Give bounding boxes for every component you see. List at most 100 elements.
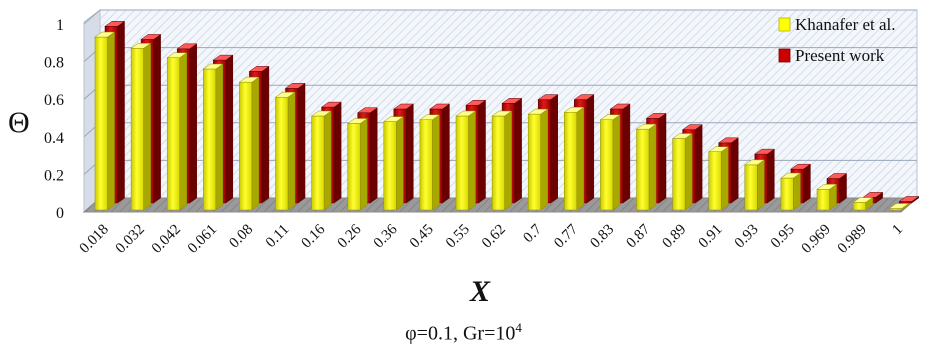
bar-top (573, 94, 595, 100)
x-tick-label: 0.032 (113, 222, 148, 257)
bar-khanafer (671, 133, 693, 211)
bar-front (527, 113, 541, 211)
bar-khanafer (238, 76, 260, 211)
bar-front (744, 164, 758, 211)
bar-side (540, 108, 548, 211)
bar-top (501, 98, 523, 104)
bar-khanafer (202, 63, 224, 211)
x-tick-label: 0.93 (732, 222, 762, 252)
caption-exponent: 4 (515, 320, 522, 335)
bar-side (297, 82, 306, 204)
bar-top (284, 83, 306, 89)
bar-top (635, 123, 657, 130)
x-tick-label: 0.989 (835, 222, 870, 257)
bar-top (176, 43, 198, 50)
bar-front (203, 68, 217, 211)
bar-side (442, 103, 450, 204)
bar-top (429, 103, 451, 110)
bar-side (323, 110, 332, 211)
legend-label-present: Present work (795, 46, 885, 65)
caption-text: φ=0.1, Gr=10 (405, 322, 516, 345)
gridline-side (83, 9, 101, 25)
bar-side (767, 148, 775, 204)
bar-top (419, 114, 441, 121)
bar-front (347, 123, 361, 211)
x-tick-label: 0.969 (799, 222, 834, 257)
bar-khanafer (635, 123, 657, 211)
bar-side (612, 114, 621, 211)
bar-front (636, 128, 650, 211)
bar-top (599, 114, 621, 121)
bar-khanafer (310, 110, 332, 211)
bar-front (564, 111, 578, 211)
bar-top (888, 203, 910, 209)
bar-top (671, 133, 693, 139)
bar-side (550, 94, 558, 204)
x-tick-label: 0.89 (660, 222, 690, 252)
bar-khanafer (383, 116, 405, 211)
bar-top (790, 163, 812, 170)
bar-front (780, 177, 794, 211)
bar-top (563, 106, 585, 113)
bar-side (757, 159, 765, 211)
bar-khanafer (816, 183, 838, 211)
bar-side (684, 133, 693, 211)
x-tick-label: 0.26 (335, 221, 365, 251)
bar-khanafer (599, 114, 621, 211)
bar-top (320, 101, 342, 108)
bar-front (816, 189, 830, 211)
bar-khanafer (130, 42, 152, 211)
x-tick-label: 0.042 (149, 222, 184, 257)
bar-khanafer (563, 106, 585, 211)
bar-front (130, 48, 144, 211)
bar-top (754, 148, 776, 155)
bar-front (600, 119, 614, 211)
bar-top (310, 110, 332, 117)
x-tick-label: 0.77 (551, 221, 581, 251)
bar-top (744, 159, 766, 166)
bar-khanafer (346, 118, 368, 211)
x-tick-label: 0.11 (263, 222, 292, 251)
y-axis-title: Θ (8, 106, 30, 139)
bar-side (406, 103, 414, 204)
bar-side (153, 33, 161, 204)
bar-side (107, 31, 115, 211)
x-tick-label: 0.91 (696, 222, 726, 252)
bar-side (793, 172, 801, 211)
bar-top (130, 43, 152, 49)
bar-top (274, 91, 296, 98)
legend-swatch-khanafer (778, 17, 791, 32)
y-tick-label: 0.6 (44, 92, 64, 109)
bars (94, 20, 920, 211)
y-tick-label: 0 (56, 205, 64, 222)
bar-side (359, 118, 368, 211)
y-tick-label: 0.4 (44, 130, 64, 147)
bar-top (780, 172, 802, 179)
bar-side (189, 43, 197, 204)
bar-top (717, 137, 739, 144)
bar-top (356, 107, 378, 114)
bar-top (212, 54, 234, 61)
bar-khanafer (419, 114, 441, 211)
bar-top (527, 108, 549, 115)
bar-top (609, 103, 631, 110)
bar-side (504, 110, 512, 211)
bar-front (455, 115, 469, 211)
legend-swatch-present (778, 48, 791, 63)
y-tick-label: 1 (56, 17, 64, 34)
x-tick-label: 0.95 (768, 222, 798, 252)
x-axis-title: X (469, 275, 491, 308)
x-tick-label: 0.16 (299, 221, 329, 251)
bar-top (202, 63, 224, 70)
bar-side (396, 116, 404, 211)
bar-front (672, 138, 686, 211)
x-tick-label: 0.7 (520, 221, 545, 246)
bar-front (239, 81, 253, 211)
bar-side (694, 124, 703, 204)
bar-side (648, 123, 657, 211)
x-tick-label: 0.83 (587, 222, 617, 252)
bar-front (852, 202, 866, 211)
bar-front (708, 151, 722, 211)
bar-side (730, 137, 739, 204)
bar-side (432, 114, 440, 211)
